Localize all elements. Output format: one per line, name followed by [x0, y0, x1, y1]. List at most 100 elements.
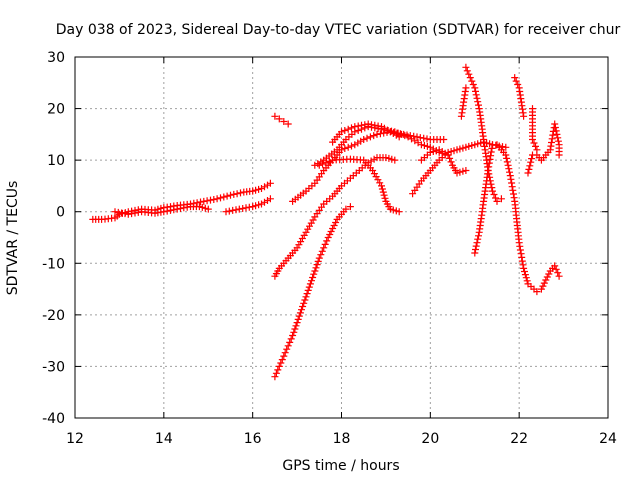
- data-point: [382, 154, 390, 162]
- plot-frame: [74, 56, 609, 419]
- axis-ticks: 12 14 16 18 20 22 24 -40 -30 -20 -10 0 10 20 30: [42, 50, 617, 447]
- data-point: [469, 81, 477, 88]
- data-point: [518, 257, 526, 265]
- data-point: [308, 277, 315, 285]
- series-track-3: [222, 195, 274, 216]
- data-point: [283, 345, 291, 353]
- data-point: [298, 306, 305, 314]
- data-point: [378, 185, 386, 193]
- data-point: [312, 264, 320, 272]
- data-point: [310, 270, 318, 278]
- data-point: [554, 269, 562, 277]
- data-point: [284, 342, 292, 350]
- data-point: [225, 207, 233, 215]
- data-points: [89, 63, 563, 381]
- data-point: [459, 167, 467, 175]
- data-point: [198, 203, 206, 211]
- data-point: [271, 373, 279, 381]
- data-point: [516, 246, 524, 254]
- data-point: [485, 159, 493, 167]
- data-point: [472, 242, 480, 250]
- y-tick-label: 0: [56, 205, 65, 221]
- data-point: [508, 179, 516, 187]
- data-point: [258, 200, 265, 208]
- data-point: [295, 312, 303, 320]
- data-point: [521, 268, 528, 275]
- series-track-4: [271, 112, 292, 128]
- data-point: [395, 208, 403, 216]
- series-track-1: [89, 179, 274, 223]
- data-point: [304, 286, 312, 294]
- data-point: [280, 118, 288, 125]
- data-point: [389, 206, 397, 214]
- data-point: [292, 322, 300, 330]
- data-point: [383, 126, 391, 134]
- data-point: [303, 290, 311, 298]
- chart-title: Day 038 of 2023, Sidereal Day-to-day VTE…: [56, 22, 621, 38]
- data-point: [134, 208, 142, 216]
- data-point: [526, 162, 534, 170]
- data-point: [506, 168, 513, 176]
- data-point: [311, 267, 319, 275]
- data-point: [505, 165, 513, 173]
- data-point: [522, 274, 530, 282]
- data-point: [319, 160, 327, 168]
- data-point: [325, 157, 333, 165]
- data-point: [475, 232, 482, 240]
- x-tick-label: 24: [599, 431, 617, 447]
- data-point: [322, 159, 330, 167]
- data-point: [503, 154, 511, 162]
- x-tick-label: 22: [510, 431, 528, 447]
- data-point: [551, 124, 559, 131]
- series-track-16: [511, 74, 528, 120]
- data-point: [401, 132, 409, 140]
- data-point: [361, 121, 369, 129]
- data-point: [551, 262, 559, 270]
- data-point: [300, 299, 308, 307]
- data-point: [373, 130, 381, 138]
- data-point: [323, 237, 331, 245]
- data-point: [370, 170, 378, 178]
- data-point: [300, 231, 308, 239]
- series-track-18: [529, 105, 541, 154]
- data-point: [379, 188, 387, 196]
- data-point: [532, 142, 539, 150]
- data-point: [456, 168, 464, 176]
- data-point: [520, 264, 528, 272]
- x-tick-label: 20: [421, 431, 439, 447]
- data-point: [475, 101, 482, 109]
- data-point: [514, 81, 522, 88]
- data-point: [177, 205, 184, 212]
- data-point: [459, 144, 467, 152]
- data-point: [170, 206, 178, 214]
- data-point: [426, 148, 434, 156]
- data-point: [549, 131, 557, 139]
- data-point: [450, 147, 458, 155]
- data-point: [462, 63, 470, 71]
- data-point: [371, 121, 379, 129]
- data-point: [413, 133, 421, 141]
- data-point: [463, 67, 471, 75]
- data-point: [233, 190, 241, 198]
- data-point: [280, 352, 288, 360]
- data-point: [329, 225, 337, 232]
- series-track-14: [457, 84, 470, 120]
- data-point: [420, 142, 428, 149]
- data-point: [317, 251, 325, 259]
- data-point: [497, 195, 505, 203]
- data-point: [444, 151, 452, 159]
- data-point: [121, 210, 129, 218]
- data-point: [380, 191, 388, 199]
- series-track-9: [271, 154, 399, 280]
- data-point: [552, 127, 560, 135]
- data-point: [321, 240, 329, 248]
- data-point: [528, 155, 536, 163]
- data-point: [309, 216, 317, 224]
- data-point: [529, 136, 536, 143]
- data-point: [286, 338, 294, 346]
- data-point: [364, 120, 372, 128]
- data-point: [527, 158, 535, 166]
- data-point: [381, 194, 389, 202]
- data-point: [344, 125, 352, 133]
- data-point: [441, 149, 449, 157]
